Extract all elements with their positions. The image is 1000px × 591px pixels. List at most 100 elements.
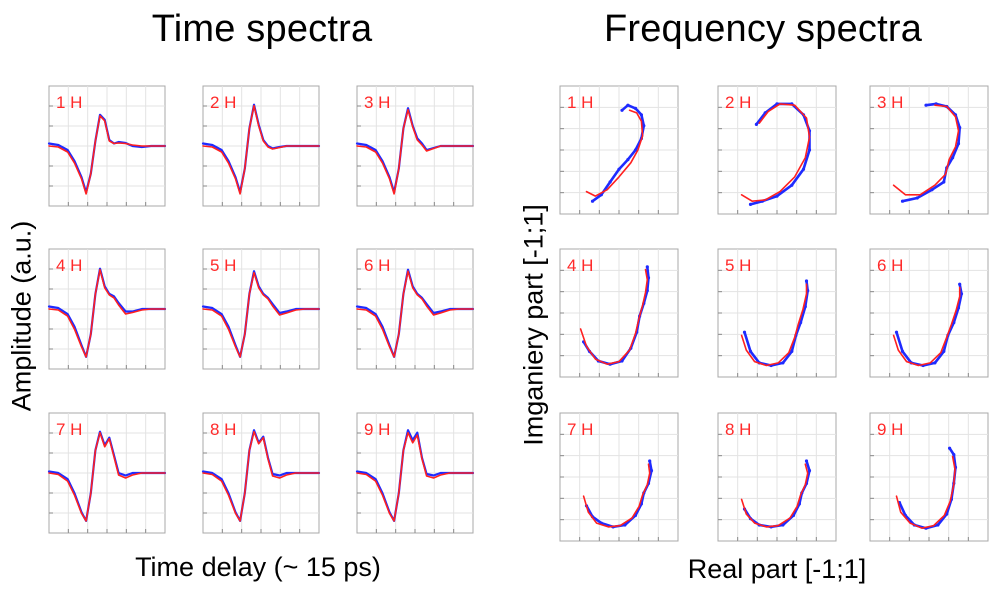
freq-series-red (892, 286, 961, 367)
freq-panel-2: 2 H (717, 85, 837, 215)
freq-point (748, 202, 753, 206)
time-panel-6: 6 H (355, 248, 475, 370)
freq-point (900, 199, 905, 203)
freq-point (804, 459, 809, 463)
time-series-red (48, 431, 166, 522)
freq-series-red (740, 463, 809, 528)
panel-label: 2 H (725, 93, 751, 112)
freq-point (620, 108, 624, 112)
panel-label: 3 H (877, 93, 903, 112)
panel-label: 2 H (210, 93, 236, 112)
freq-point (633, 106, 638, 110)
panel-label: 1 H (567, 93, 593, 112)
time-series-red (202, 271, 320, 358)
freq-point (645, 265, 649, 269)
freq-series-red (895, 455, 956, 530)
freq-point (942, 349, 946, 353)
panel-label: 6 H (877, 256, 903, 275)
freq-point (754, 122, 759, 126)
freq-point (801, 167, 806, 171)
freq-panel-8: 8 H (717, 412, 837, 542)
time-panel-2: 2 H (201, 85, 321, 207)
freq-point (790, 183, 794, 187)
time-spectra-title: Time spectra (151, 8, 373, 50)
panel-label: 7 H (56, 420, 82, 439)
freq-point (894, 330, 899, 334)
panel-label: 7 H (567, 420, 593, 439)
freq-point (748, 349, 753, 353)
freq-series-red (740, 103, 811, 202)
time-panel-1: 1 H (47, 85, 167, 207)
panel-label: 8 H (210, 420, 236, 439)
freq-point (633, 148, 638, 152)
panel-label: 5 H (725, 256, 751, 275)
freq-point (807, 148, 812, 152)
freq-point (790, 349, 794, 353)
freq-point (807, 469, 812, 473)
freq-series-red (740, 283, 808, 367)
time-panel-7: 7 H (47, 412, 167, 534)
time-panel-8: 8 H (201, 412, 321, 534)
freq-point (900, 349, 905, 353)
freq-point (958, 126, 962, 130)
panel-label: 1 H (56, 93, 82, 112)
freq-panel-9: 9 H (869, 412, 989, 542)
freq-point (626, 103, 630, 107)
panel-label: 3 H (364, 93, 390, 112)
time-panel-9: 9 H (355, 412, 475, 534)
freq-point (936, 523, 940, 527)
freq-panel-5: 5 H (717, 248, 837, 378)
time-series-red (48, 115, 166, 195)
time-series-red (202, 104, 320, 195)
time-series-red (356, 431, 474, 522)
freq-point (649, 469, 654, 473)
panel-label: 9 H (364, 420, 390, 439)
freq-point (942, 180, 946, 184)
freq-panel-6: 6 H (869, 248, 989, 378)
time-series-red (48, 268, 166, 358)
freq-point (781, 523, 785, 527)
freq-panel-1: 1 H (559, 85, 679, 215)
freq-point (951, 156, 955, 160)
freq-point (626, 158, 630, 162)
freq-point (915, 196, 919, 200)
freq-panel-3: 3 H (869, 85, 989, 215)
freq-point (648, 459, 652, 463)
freq-series-red (579, 268, 649, 366)
time-series-red (202, 430, 320, 522)
time-panel-3: 3 H (355, 85, 475, 207)
freq-point (781, 361, 785, 365)
time-panel-5: 5 H (201, 248, 321, 370)
panel-label: 9 H (877, 420, 903, 439)
time-series-red (356, 108, 474, 195)
freq-point (590, 199, 595, 203)
freq-series-red (582, 463, 651, 528)
frequency-spectra-title: Frequency spectra (603, 8, 923, 50)
freq-point (952, 453, 956, 457)
freq-point (930, 188, 934, 192)
time-panel-4: 4 H (47, 248, 167, 370)
time-y-axis-label: Amplitude (a.u.) (6, 220, 37, 412)
panel-label: 4 H (56, 256, 82, 275)
freq-series-red (585, 109, 644, 197)
freq-x-axis-label: Real part [-1;1] (687, 554, 867, 584)
freq-point (775, 194, 779, 198)
panel-label: 4 H (567, 256, 593, 275)
freq-series-red (892, 104, 960, 196)
panel-label: 8 H (725, 420, 751, 439)
freq-point (948, 446, 952, 450)
freq-point (958, 282, 962, 286)
freq-point (956, 142, 961, 146)
freq-point (623, 523, 627, 527)
freq-y-axis-label: Imganiery part [-1;1] (518, 204, 549, 446)
panel-label: 5 H (210, 256, 236, 275)
time-x-axis-label: Time delay (~ 15 ps) (135, 552, 381, 582)
freq-point (639, 113, 644, 117)
freq-point (617, 167, 621, 171)
freq-point (804, 279, 809, 283)
freq-point (742, 330, 747, 334)
freq-point (933, 361, 937, 365)
panel-label: 6 H (364, 256, 390, 275)
